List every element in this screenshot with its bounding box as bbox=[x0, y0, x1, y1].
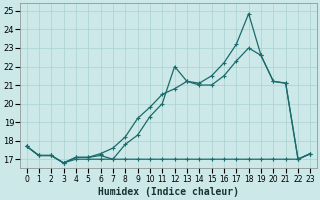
X-axis label: Humidex (Indice chaleur): Humidex (Indice chaleur) bbox=[98, 186, 239, 197]
